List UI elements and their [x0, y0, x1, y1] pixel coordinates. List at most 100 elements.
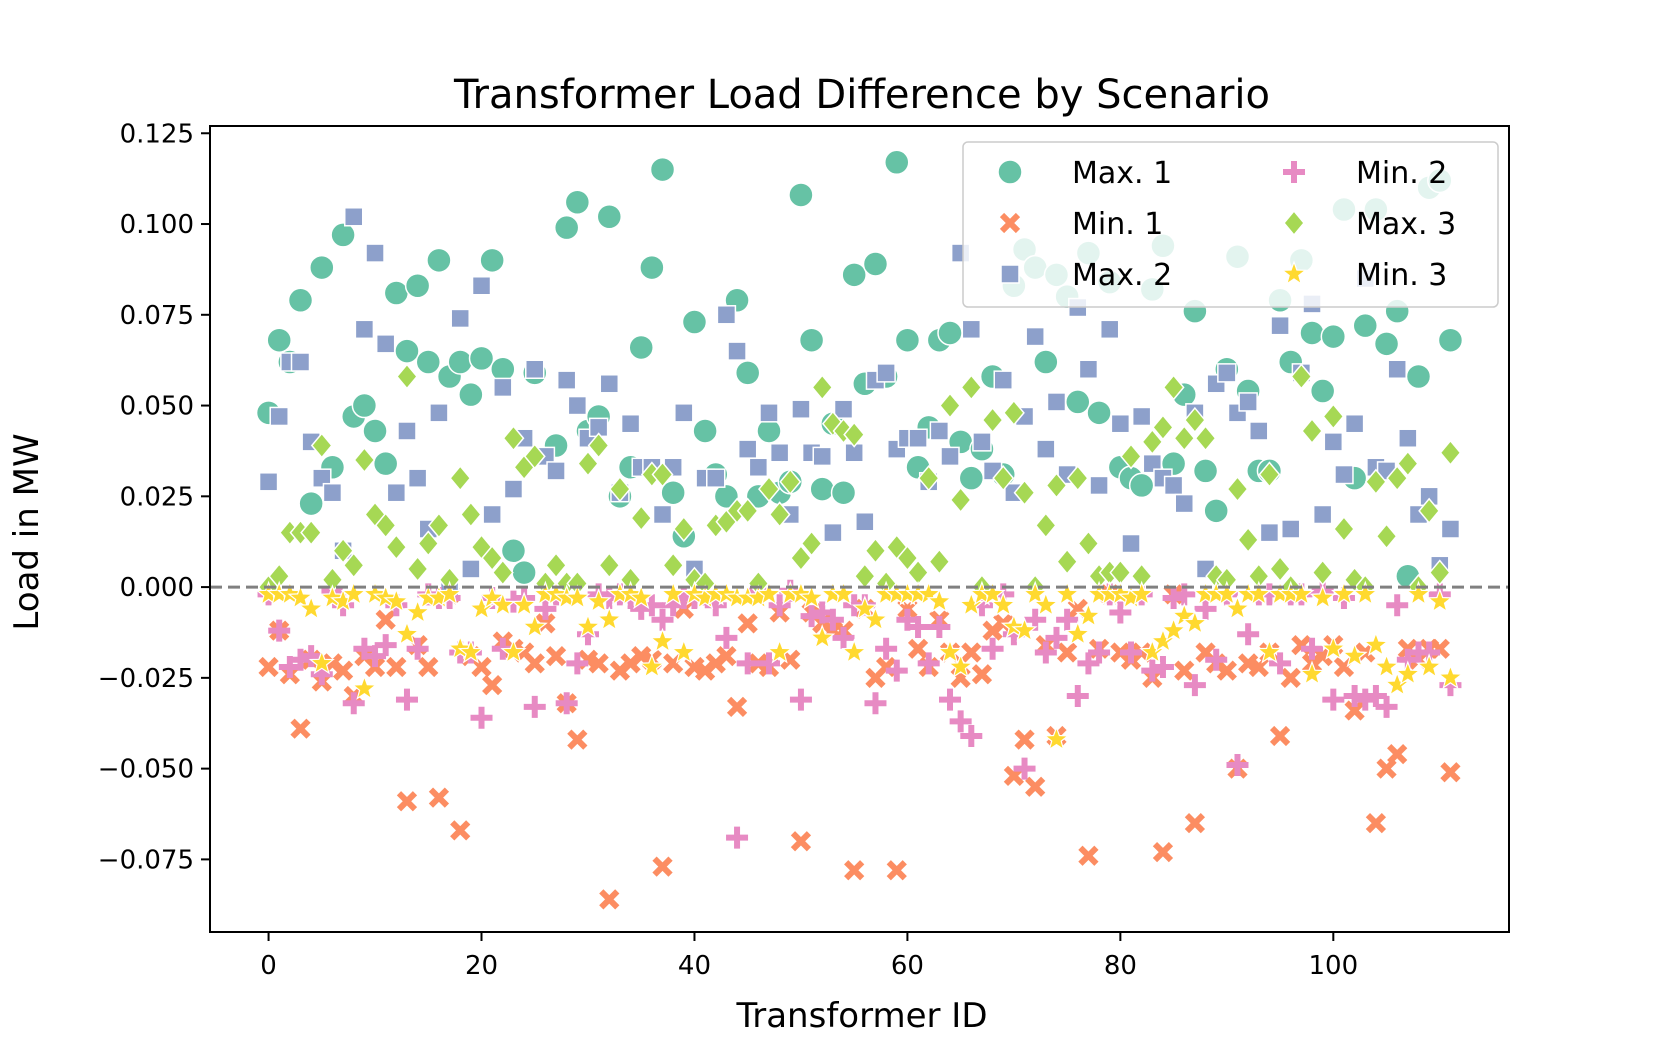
data-point [809, 476, 835, 502]
data-point [630, 504, 653, 532]
data-point [1120, 443, 1142, 470]
data-point [1013, 757, 1036, 780]
data-point [692, 418, 718, 444]
data-point [651, 461, 674, 488]
data-point [638, 653, 665, 679]
data-point [1046, 392, 1067, 412]
data-point [340, 580, 367, 606]
data-point [1343, 685, 1366, 708]
data-point [1440, 519, 1461, 539]
data-point [628, 584, 655, 610]
legend-label: Min. 2 [1356, 156, 1447, 191]
data-point [841, 262, 867, 288]
data-point [1217, 363, 1237, 383]
data-point [1437, 327, 1464, 353]
data-point [937, 320, 963, 346]
legend-label: Max. 2 [1072, 258, 1172, 293]
data-point [396, 363, 418, 390]
data-point [1141, 659, 1164, 682]
data-point [1077, 652, 1100, 675]
data-point [1181, 609, 1208, 635]
data-point [993, 370, 1013, 390]
data-point [1352, 312, 1379, 339]
data-point [1398, 428, 1418, 448]
legend-entry: Min. 1 [999, 207, 1163, 242]
data-point [1120, 641, 1143, 664]
data-point [936, 638, 964, 664]
y-axis-title: Load in MW [7, 433, 47, 630]
legend-entry: Max. 3 [1283, 207, 1456, 242]
legend: Max. 1 Min. 1 Max. 2 Min. 2 Max. 3 Min. 3 [962, 141, 1499, 308]
data-point [1203, 498, 1229, 524]
data-point [332, 660, 354, 681]
series-min-3 [255, 580, 1464, 751]
data-point [374, 634, 397, 657]
x-tick-label: 20 [465, 951, 498, 981]
data-point [523, 695, 546, 718]
data-point [1364, 685, 1387, 708]
data-point [521, 613, 548, 639]
data-point [1033, 349, 1059, 375]
data-point [332, 537, 355, 564]
data-point [823, 522, 843, 543]
chart-title: Transformer Load Difference by Scenario [453, 72, 1270, 118]
data-point [1032, 591, 1059, 617]
data-point [330, 222, 356, 248]
data-point [1365, 812, 1387, 834]
data-point [1216, 660, 1237, 681]
data-point [1022, 580, 1049, 606]
data-point [491, 559, 514, 586]
data-point [737, 439, 758, 459]
data-point [811, 374, 834, 401]
data-point [566, 652, 589, 675]
data-point [1322, 688, 1345, 711]
data-point [468, 345, 495, 372]
data-point [534, 597, 557, 620]
data-point [553, 214, 580, 241]
legend-label: Max. 3 [1356, 207, 1456, 242]
data-point [1036, 439, 1056, 459]
data-point [809, 624, 836, 650]
data-point [351, 392, 378, 419]
data-point [1025, 776, 1046, 797]
x-tick-label: 40 [678, 951, 711, 981]
data-point [981, 406, 1004, 434]
data-point [322, 482, 343, 503]
data-point [960, 724, 983, 747]
data-point [481, 544, 504, 572]
data-point [490, 356, 516, 383]
data-point [759, 403, 779, 423]
x-tick-label: 100 [1308, 951, 1358, 981]
data-point [567, 395, 588, 416]
data-point [1014, 729, 1035, 750]
data-point [886, 860, 907, 881]
data-point [885, 659, 908, 682]
data-point [662, 552, 685, 579]
data-point [407, 468, 428, 488]
data-point [1245, 580, 1272, 606]
data-point [929, 421, 950, 441]
data-point [1386, 464, 1409, 492]
data-point [791, 399, 811, 419]
data-point [1364, 468, 1387, 495]
data-point [386, 656, 407, 678]
data-point [406, 637, 429, 660]
legend-marker [1283, 161, 1305, 183]
data-point [800, 530, 823, 557]
data-point [482, 674, 503, 696]
data-point [1375, 523, 1398, 550]
data-point [1238, 392, 1258, 412]
data-point [395, 688, 418, 711]
data-point [493, 377, 513, 398]
data-point [1256, 638, 1283, 664]
data-point [960, 374, 983, 401]
data-point [585, 587, 612, 613]
data-point [1151, 655, 1174, 678]
data-point [1152, 842, 1174, 863]
data-point [896, 544, 919, 572]
data-point [587, 432, 610, 459]
data-point [939, 688, 962, 711]
data-point [1151, 414, 1174, 441]
y-tick-label: −0.075 [98, 845, 194, 875]
